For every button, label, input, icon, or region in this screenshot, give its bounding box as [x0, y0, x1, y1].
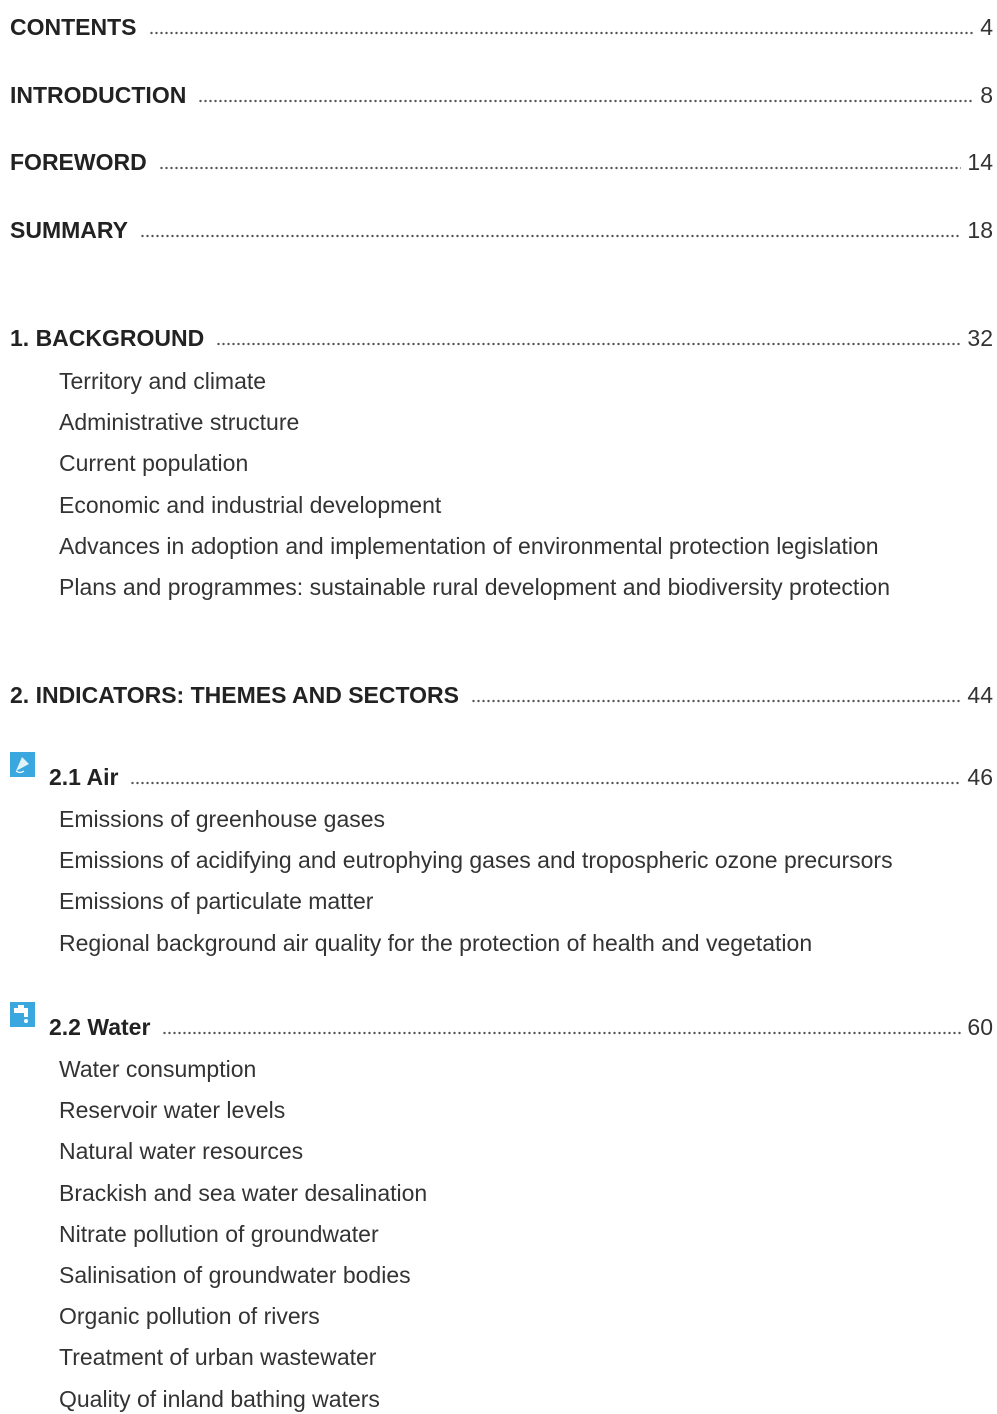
heading-title: 2.2 Water — [49, 1014, 151, 1040]
toc-item: Quality of inland bathing waters — [59, 1385, 380, 1412]
heading-title: 1. BACKGROUND — [10, 325, 205, 351]
dot-leader — [158, 162, 962, 170]
page-number: 32 — [967, 325, 993, 351]
toc-item: Regional background air quality for the … — [59, 929, 813, 956]
toc-item: Reservoir water levels — [59, 1097, 286, 1124]
toc-heading: 2. INDICATORS: THEMES AND SECTORS 44 — [10, 680, 993, 710]
heading-title: CONTENTS — [10, 14, 137, 40]
toc-item: Salinisation of groundwater bodies — [59, 1262, 411, 1288]
toc-item: Nitrate pollution of groundwater — [59, 1220, 379, 1247]
page-number: 14 — [967, 149, 993, 175]
page-number: 4 — [980, 14, 993, 40]
toc-heading: CONTENTS 4 — [10, 12, 993, 42]
toc-item: Territory and climate — [59, 368, 267, 394]
page-number: 60 — [967, 1014, 993, 1040]
toc-heading: FOREWORD 14 — [10, 147, 993, 177]
dot-leader — [198, 95, 975, 103]
toc-heading: INTRODUCTION 8 — [10, 80, 993, 110]
heading-title: SUMMARY — [10, 217, 128, 243]
toc-item: Administrative structure — [59, 409, 300, 436]
page-number: 8 — [980, 82, 993, 108]
dot-leader — [216, 338, 962, 346]
toc-item: Natural water resources — [59, 1138, 304, 1165]
heading-title: 2.1 Air — [49, 764, 119, 790]
toc-item: Emissions of greenhouse gases — [59, 806, 386, 832]
dot-leader — [139, 230, 962, 238]
dot-leader — [148, 27, 975, 35]
toc-heading: 2.1 Air 46 — [49, 762, 993, 792]
toc-item: Emissions of particulate matter — [59, 888, 374, 915]
page-number: 18 — [967, 217, 993, 243]
page-number: 46 — [967, 764, 993, 790]
toc-item: Current population — [59, 450, 249, 477]
toc-item: Emissions of acidifying and eutrophying … — [59, 847, 893, 874]
toc-item: Brackish and sea water desalination — [59, 1179, 428, 1206]
dot-leader — [162, 1027, 962, 1035]
toc-heading: 2.2 Water 60 — [49, 1012, 993, 1042]
toc-item: Treatment of urban wastewater — [59, 1344, 377, 1371]
air-icon — [10, 752, 35, 777]
water-icon — [10, 1002, 35, 1027]
dot-leader — [470, 695, 962, 703]
page-number: 44 — [967, 682, 993, 708]
page: (() => { const data = JSON.parse(documen… — [10, 12, 993, 1412]
dot-leader — [130, 777, 962, 785]
toc-heading: SUMMARY 18 — [10, 215, 993, 245]
toc-item: Water consumption — [59, 1056, 257, 1082]
heading-title: INTRODUCTION — [10, 82, 187, 108]
toc-item: Economic and industrial development — [59, 491, 442, 518]
toc-item: Organic pollution of rivers — [59, 1303, 320, 1330]
toc-heading: 1. BACKGROUND 32 — [10, 323, 993, 353]
toc-item: Advances in adoption and implementation … — [59, 532, 879, 559]
toc-item: Plans and programmes: sustainable rural … — [59, 574, 891, 600]
heading-title: 2. INDICATORS: THEMES AND SECTORS — [10, 682, 459, 708]
heading-title: FOREWORD — [10, 149, 147, 175]
